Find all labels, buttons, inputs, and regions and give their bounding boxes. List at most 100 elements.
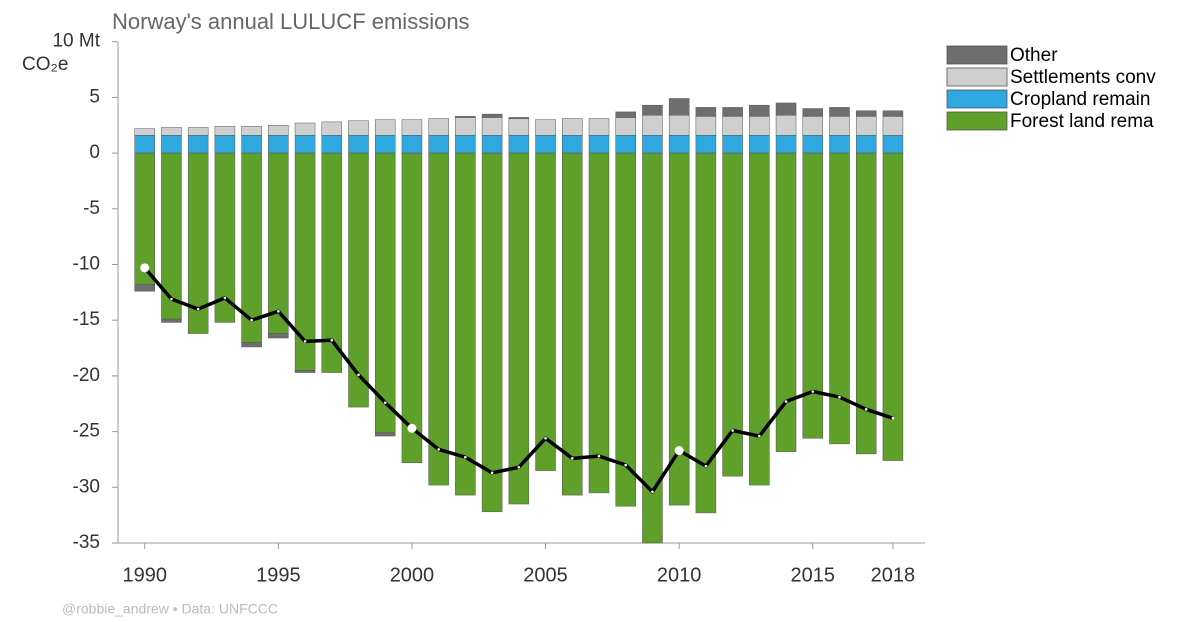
bar-segment: [428, 135, 449, 154]
y-tick-label: -35: [73, 532, 100, 553]
bar-segment: [775, 135, 797, 154]
bar-segment: [535, 119, 556, 136]
bar-segment: [882, 116, 904, 136]
bar-segment: [428, 152, 449, 486]
net-point: [864, 408, 868, 411]
bar-segment: [294, 122, 316, 136]
bar-segment: [268, 333, 289, 339]
bar-segment: [802, 116, 824, 136]
net-point: [437, 448, 440, 451]
bar-segment: [722, 135, 743, 154]
bar-segment: [321, 121, 343, 136]
bar-segment: [508, 152, 530, 505]
net-point: [330, 338, 334, 342]
bar-segment: [642, 152, 663, 544]
bar-segment: [161, 135, 182, 154]
bar-segment: [348, 120, 369, 136]
bar-segment: [749, 135, 770, 154]
bar-segment: [508, 117, 530, 119]
x-tick-label: 2005: [523, 564, 568, 586]
bar-segment: [535, 135, 556, 154]
net-point: [784, 400, 788, 403]
bar-segment: [562, 118, 583, 136]
x-tick-label: 2000: [390, 564, 435, 586]
net-point: [490, 471, 494, 475]
bar-segment: [775, 114, 797, 136]
legend-swatch: [946, 111, 1008, 131]
bar-segment: [588, 118, 610, 136]
bar-segment: [374, 135, 396, 154]
net-point: [250, 318, 253, 322]
bar-segment: [134, 135, 155, 154]
bar-segment: [161, 152, 182, 320]
bar-segment: [268, 125, 289, 136]
x-tick-label: 2018: [871, 564, 916, 586]
net-point: [140, 263, 150, 273]
bar-segment: [562, 135, 583, 154]
net-point: [517, 465, 521, 469]
legend-label: Settlements conv: [1010, 67, 1156, 88]
credit: @robbie_andrew • Data: UNFCCC: [62, 601, 278, 617]
chart-title: Norway's annual LULUCF emissions: [112, 9, 470, 34]
bar-segment: [749, 152, 770, 486]
bar-segment: [615, 152, 636, 507]
x-tick-label: 2010: [657, 564, 702, 586]
bar-segment: [749, 104, 770, 117]
bar-segment: [562, 152, 583, 496]
bar-segment: [668, 114, 690, 136]
x-tick-label: 2015: [791, 564, 836, 586]
bar-segment: [642, 104, 663, 116]
net-point: [838, 395, 841, 399]
net-point: [407, 423, 417, 433]
bar-segment: [134, 128, 155, 136]
bar-segment: [722, 116, 743, 136]
bar-segment: [161, 127, 182, 136]
y-tick-label: -5: [83, 198, 100, 219]
net-point: [357, 373, 360, 377]
bar-segment: [241, 342, 262, 348]
bar-segment: [268, 135, 289, 154]
bar-segment: [749, 116, 770, 136]
bar-segment: [882, 152, 904, 461]
net-point: [464, 455, 467, 459]
x-tick-label: 1995: [256, 564, 301, 586]
bar-segment: [615, 111, 636, 118]
x-tick-label: 1990: [122, 564, 167, 586]
bar-segment: [241, 126, 262, 136]
bar-segment: [855, 110, 877, 117]
y-tick-label: 0: [89, 142, 100, 163]
bar-segment: [321, 152, 343, 373]
legend-swatch: [946, 45, 1008, 65]
y-tick-label: 5: [89, 86, 100, 107]
bar-segment: [668, 152, 690, 506]
y-tick-label: -25: [73, 421, 100, 442]
net-point: [570, 457, 574, 460]
bar-segment: [187, 127, 209, 136]
bar-segment: [695, 135, 717, 154]
net-point: [597, 454, 601, 458]
net-point: [624, 463, 628, 467]
y-tick-label: 10 Mt: [52, 31, 100, 52]
bar-segment: [161, 318, 182, 323]
bar-segment: [508, 135, 530, 154]
bar-segment: [695, 116, 717, 136]
bar-segment: [374, 152, 396, 433]
bar-segment: [455, 117, 476, 136]
legend-label: Cropland remain: [1010, 89, 1150, 110]
bar-segment: [455, 116, 476, 118]
bar-segment: [642, 114, 663, 136]
legend-swatch: [946, 67, 1008, 87]
legend-swatch: [946, 89, 1008, 109]
bar-segment: [882, 135, 904, 154]
net-point: [651, 490, 654, 494]
net-point: [704, 464, 708, 468]
y-axis-label: CO₂e: [22, 54, 68, 75]
bar-segment: [187, 152, 209, 334]
bar-segment: [695, 152, 717, 514]
net-point: [674, 446, 684, 456]
bar-segment: [668, 135, 690, 154]
y-tick-label: -10: [73, 254, 100, 275]
net-point: [758, 434, 761, 438]
bar-segment: [668, 98, 690, 116]
